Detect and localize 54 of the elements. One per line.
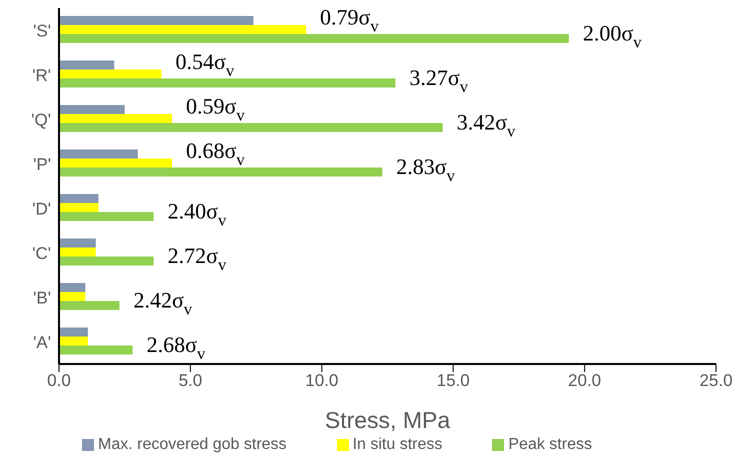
x-tick-label: 15.0 (436, 371, 470, 390)
bar (59, 70, 162, 79)
legend-label: Max. recovered gob stress (98, 436, 287, 453)
annotation: 3.27σ$_{v}$ (409, 64, 469, 96)
bar (59, 346, 133, 355)
y-tick-label: 'P' (33, 154, 51, 174)
bar (59, 248, 96, 257)
bar (59, 78, 396, 88)
bar (59, 194, 98, 204)
bar (59, 328, 88, 337)
y-tick-label: 'D' (32, 199, 51, 218)
x-tick-label: 0.0 (47, 371, 71, 390)
bar (59, 292, 86, 302)
bar (59, 60, 114, 70)
bar (59, 168, 382, 177)
y-tick-label: 'S' (33, 21, 51, 40)
annotation: 2.42σ$_{v}$ (133, 286, 193, 318)
bar (59, 212, 154, 222)
bar (59, 203, 98, 212)
bar (59, 238, 96, 248)
y-tick-label: 'A' (33, 332, 51, 352)
legend-label: In situ stress (352, 436, 442, 453)
annotation: 3.42σ$_{v}$ (456, 108, 516, 140)
bar (59, 283, 86, 292)
annotation: 0.79σ$_{v}$ (320, 4, 380, 36)
y-tick-label: 'Q' (31, 110, 51, 130)
annotation: 0.59σ$_{v}$ (186, 92, 246, 124)
x-tick-label: 10.0 (305, 371, 338, 390)
bar (59, 336, 88, 346)
y-tick-label: 'R' (32, 66, 51, 85)
annotation: 2.40σ$_{v}$ (168, 198, 227, 230)
x-tick-label: 5.0 (178, 371, 202, 390)
bar (59, 16, 254, 26)
legend-label: Peak stress (508, 436, 592, 453)
bar (59, 34, 569, 44)
x-tick-label: 25.0 (699, 371, 733, 390)
annotation: 0.68σ$_{v}$ (186, 137, 246, 169)
annotation: 0.54σ$_{v}$ (175, 48, 235, 80)
annotation: 2.72σ$_{v}$ (168, 242, 227, 274)
bar (59, 123, 443, 132)
bar (59, 256, 154, 266)
annotation: 2.83σ$_{v}$ (396, 153, 456, 185)
x-axis-title: Stress, MPa (324, 407, 450, 433)
y-tick-label: 'B' (33, 288, 51, 308)
x-tick-label: 20.0 (568, 371, 602, 390)
bar (59, 158, 172, 168)
bar (59, 25, 306, 34)
annotation: 2.68σ$_{v}$ (146, 331, 206, 363)
bar (59, 105, 125, 114)
bar (59, 301, 120, 310)
y-tick-label: 'C' (32, 244, 51, 263)
bar (59, 114, 172, 124)
bar (59, 150, 138, 159)
annotation: 2.00σ$_{v}$ (582, 20, 642, 52)
